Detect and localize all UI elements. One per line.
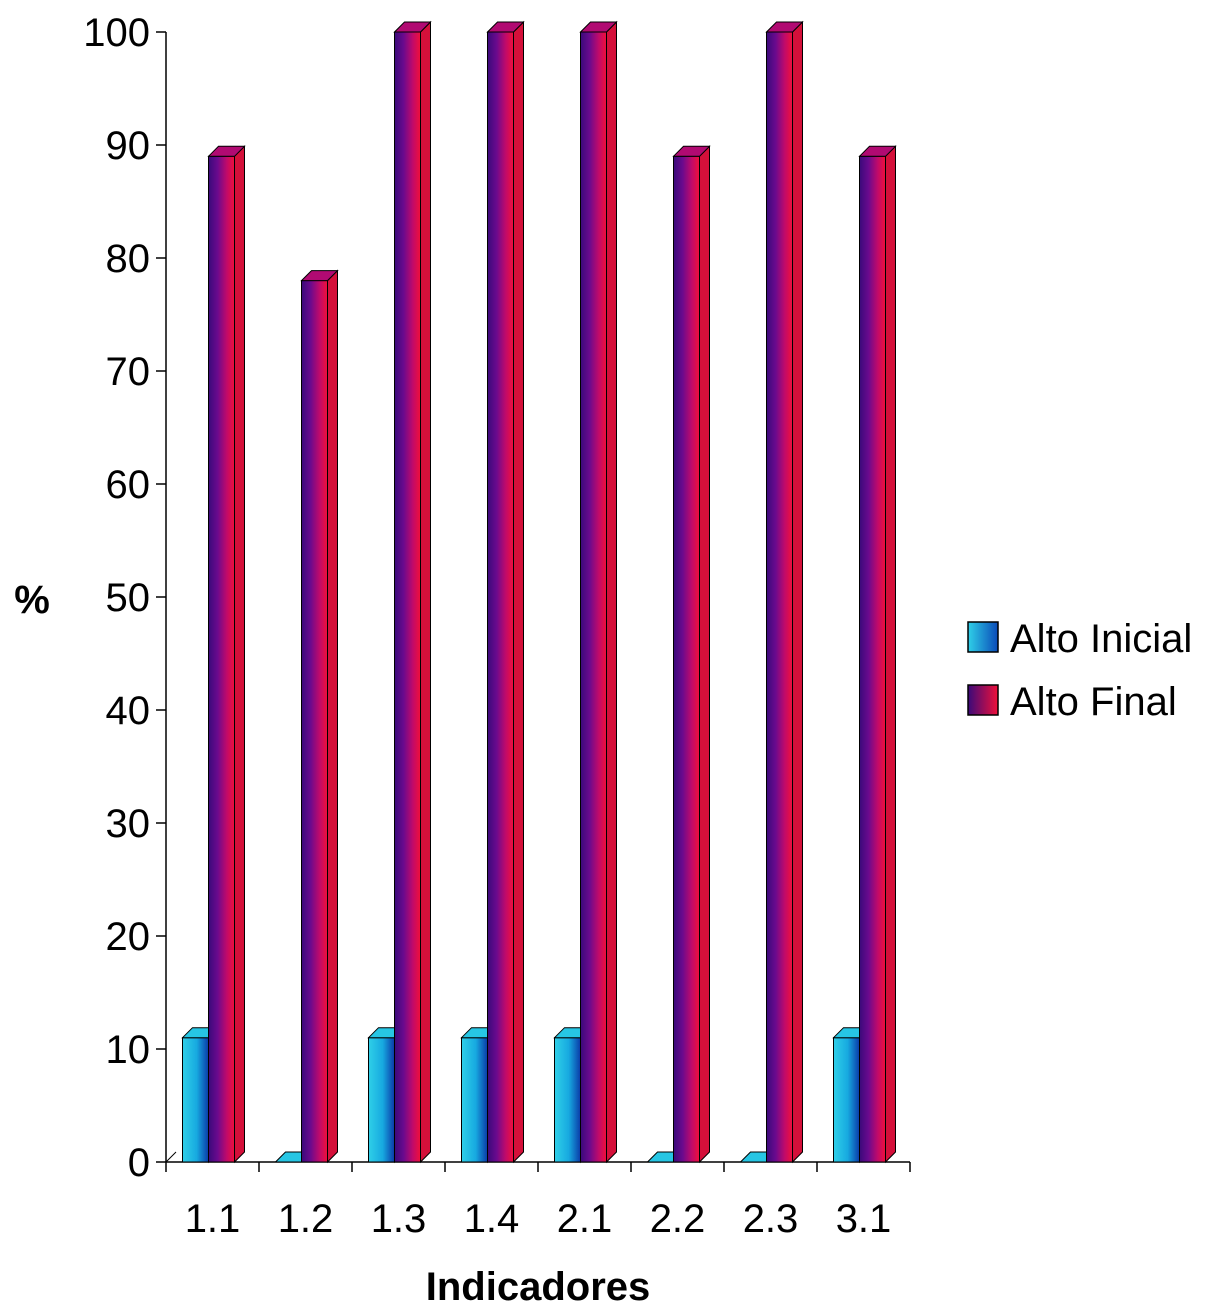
bar-alto-final [300,269,339,1164]
bar-front [461,1037,488,1163]
legend-item: Alto Inicial [967,617,1192,661]
legend-swatch [967,621,999,653]
bar-alto-final [765,20,804,1164]
y-tick-label: 90 [106,124,151,168]
bar-top [207,145,246,157]
bar-front [208,155,235,1163]
bar-alto-final [393,20,432,1164]
floor-edge [165,1151,177,1163]
x-tick-label: 3.1 [836,1197,892,1241]
x-tick-label: 2.1 [557,1197,613,1241]
bar-top [486,21,525,33]
bars [181,20,897,1164]
bar-front [554,1037,581,1163]
bar-alto-final [207,145,246,1164]
bar-side [792,20,803,1164]
x-tick-label: 1.4 [464,1197,520,1241]
bar-side [513,20,524,1164]
y-tick-label: 40 [106,689,151,733]
y-tick-label: 70 [106,350,151,394]
y-tick-label: 20 [106,915,151,959]
x-tick-label: 2.3 [743,1197,799,1241]
bar-side [885,145,896,1164]
bar-alto-final [672,145,711,1164]
bar-front [580,31,607,1163]
bar-front [394,31,421,1163]
x-tick-label: 1.1 [185,1197,241,1241]
bar-side [699,145,710,1164]
y-tick-label: 30 [106,802,151,846]
bar-top [672,145,711,157]
bar-front [859,155,886,1163]
y-axis: 0 10 20 30 40 50 60 70 80 90 100 [83,11,167,1185]
y-axis-title: % [14,578,50,622]
bar-top [579,21,618,33]
bar-side [327,269,338,1164]
legend-swatch [967,684,999,716]
bar-front [368,1037,395,1163]
bar-front [182,1037,209,1163]
y-tick-label: 100 [83,11,150,55]
y-tick-label: 10 [106,1028,151,1072]
bar-top [858,145,897,157]
bar-alto-final [486,20,525,1164]
bar-front [487,31,514,1163]
bar-top [765,21,804,33]
y-tick-label: 60 [106,463,151,507]
bar-side [420,20,431,1164]
x-tick-label: 1.2 [278,1197,334,1241]
bar-front [673,155,700,1163]
x-axis-title: Indicadores [426,1265,651,1308]
bar-top [300,270,339,282]
legend-item: Alto Final [967,680,1177,724]
x-tick-label: 2.2 [650,1197,706,1241]
y-tick-label: 80 [106,237,151,281]
bar-side [606,20,617,1164]
bar-alto-final [579,20,618,1164]
bar-side [234,145,245,1164]
legend-label: Alto Final [1010,680,1177,724]
y-tick-label: 0 [128,1141,150,1185]
bar-top [393,21,432,33]
legend-label: Alto Inicial [1010,617,1192,661]
x-tick-label: 1.3 [371,1197,427,1241]
y-tick-label: 50 [106,576,151,620]
bar-front [766,31,793,1163]
bar-alto-final [858,145,897,1164]
x-axis: 1.1 1.2 1.3 1.4 2.1 2.2 2.3 3.1 [165,1151,911,1241]
legend: Alto Inicial Alto Final [967,617,1192,724]
bar-front [301,280,328,1163]
bar-front [833,1037,860,1163]
